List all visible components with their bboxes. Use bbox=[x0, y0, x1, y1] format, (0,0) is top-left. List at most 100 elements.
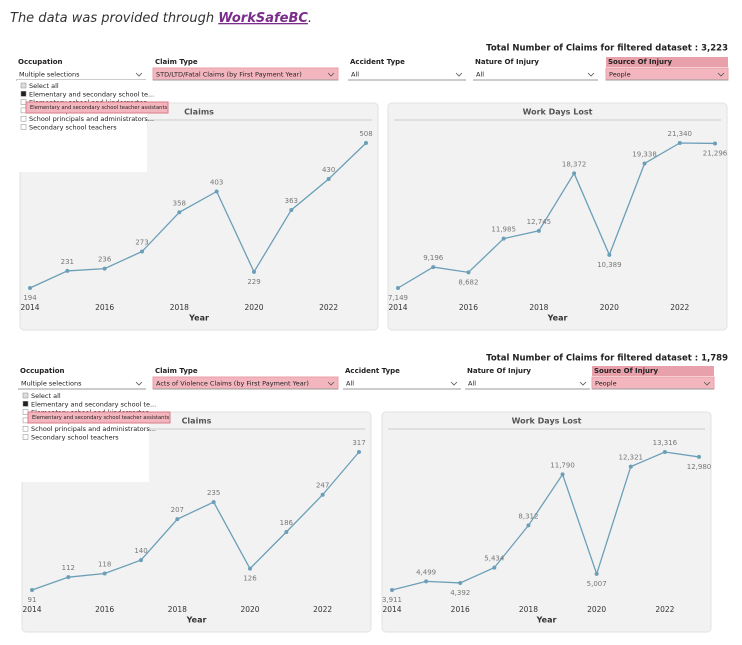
point bbox=[175, 517, 180, 522]
option[interactable]: Secondary school teachers bbox=[31, 434, 119, 442]
data-label: 317 bbox=[352, 439, 365, 447]
point bbox=[594, 571, 599, 576]
point bbox=[30, 588, 34, 592]
data-label: 11,790 bbox=[550, 461, 575, 469]
x-tick-label: 2016 bbox=[451, 605, 470, 614]
checkbox[interactable] bbox=[20, 99, 27, 105]
dropdown[interactable] bbox=[348, 68, 466, 80]
filter-label: Accident Type bbox=[350, 58, 405, 66]
point bbox=[139, 558, 143, 563]
chevron bbox=[579, 381, 587, 386]
point bbox=[66, 575, 71, 580]
intro-end: . bbox=[308, 11, 312, 26]
point bbox=[501, 236, 506, 241]
option[interactable]: Elementary and secondary school te... bbox=[31, 400, 156, 408]
x-tick-label: 2022 bbox=[313, 605, 332, 614]
x-tick-label: 2020 bbox=[240, 605, 259, 614]
dropdown[interactable] bbox=[16, 68, 146, 80]
filter-label: Claim Type bbox=[155, 367, 198, 375]
data-label: 112 bbox=[62, 564, 75, 572]
tooltip-bg bbox=[25, 101, 169, 114]
dropdown-value: All bbox=[351, 71, 359, 79]
checkbox[interactable] bbox=[22, 425, 29, 432]
x-tick-label: 2018 bbox=[529, 303, 548, 312]
data-label: 194 bbox=[23, 294, 37, 302]
line bbox=[391, 451, 700, 591]
checkbox[interactable] bbox=[22, 401, 29, 407]
x-tick-label: 2016 bbox=[95, 605, 114, 614]
option[interactable]: School principals and administrators... bbox=[29, 115, 154, 123]
dropdown[interactable] bbox=[473, 68, 598, 80]
point bbox=[424, 579, 429, 584]
chevron bbox=[717, 72, 725, 77]
data-label: 247 bbox=[316, 482, 329, 490]
dropdown-value: Acts of Violence Claims (by First Paymen… bbox=[156, 380, 309, 388]
point bbox=[214, 189, 219, 194]
option[interactable]: Select all bbox=[29, 82, 59, 90]
checkbox[interactable] bbox=[20, 124, 27, 130]
data-label: 12,745 bbox=[527, 218, 552, 226]
x-axis-title: Year bbox=[536, 616, 557, 625]
filter-label: Source Of Injury bbox=[594, 367, 658, 375]
x-tick-label: 2014 bbox=[382, 605, 401, 614]
option[interactable]: School principals and administrators... bbox=[31, 425, 156, 433]
point bbox=[560, 472, 565, 477]
data-label: 235 bbox=[207, 489, 220, 497]
option[interactable]: Select all bbox=[31, 392, 61, 400]
dropdown[interactable] bbox=[18, 377, 146, 389]
x-tick-label: 2018 bbox=[519, 605, 538, 614]
x-tick-label: 2022 bbox=[655, 605, 674, 614]
point bbox=[697, 454, 701, 459]
chart-title: Claims bbox=[182, 417, 212, 426]
chevron bbox=[450, 381, 458, 386]
data-label: 358 bbox=[173, 199, 186, 207]
intro-text: The data was provided through bbox=[10, 11, 218, 26]
dropdown[interactable] bbox=[343, 377, 461, 389]
option[interactable]: Secondary school teachers bbox=[29, 124, 117, 132]
data-label: 5,434 bbox=[484, 555, 505, 563]
tooltip: Elementary and secondary school teacher … bbox=[30, 105, 168, 111]
filter-label: Occupation bbox=[18, 58, 63, 66]
data-label: 91 bbox=[28, 596, 37, 604]
data-label: 13,316 bbox=[653, 439, 678, 447]
checkbox[interactable] bbox=[22, 392, 29, 399]
data-label: 12,321 bbox=[619, 454, 644, 462]
point bbox=[431, 265, 436, 270]
point bbox=[289, 207, 294, 212]
data-label: 231 bbox=[61, 258, 74, 266]
checkbox[interactable] bbox=[20, 91, 27, 97]
chevron bbox=[327, 72, 335, 77]
x-tick-label: 2022 bbox=[670, 303, 689, 312]
data-label: 236 bbox=[98, 256, 112, 264]
filter-label: Nature Of Injury bbox=[467, 367, 531, 375]
filter-label: Source Of Injury bbox=[608, 58, 672, 66]
options-list bbox=[17, 80, 147, 172]
intro: The data was provided through WorkSafeBC… bbox=[10, 11, 312, 26]
point bbox=[28, 286, 32, 290]
point bbox=[65, 268, 70, 273]
point bbox=[536, 228, 541, 233]
checkbox[interactable] bbox=[22, 409, 29, 415]
point bbox=[526, 523, 531, 528]
data-label: 508 bbox=[359, 130, 372, 138]
option[interactable]: Elementary and secondary school te... bbox=[29, 90, 154, 98]
checkbox[interactable] bbox=[20, 82, 27, 89]
point bbox=[102, 266, 107, 271]
data-label: 9,196 bbox=[423, 254, 444, 262]
line bbox=[397, 142, 716, 289]
checkbox[interactable] bbox=[20, 107, 27, 114]
data-label: 229 bbox=[247, 278, 260, 286]
x-tick-label: 2016 bbox=[459, 303, 478, 312]
dropdown-value: All bbox=[476, 71, 484, 79]
point bbox=[572, 171, 577, 176]
x-axis-title: Year bbox=[186, 616, 207, 625]
chevron bbox=[455, 72, 463, 77]
link[interactable]: WorkSafeBC bbox=[218, 11, 308, 26]
options-list bbox=[19, 390, 149, 482]
tooltip-bg bbox=[27, 411, 171, 424]
checkbox[interactable] bbox=[22, 417, 29, 424]
checkbox[interactable] bbox=[20, 115, 27, 122]
dropdown[interactable] bbox=[465, 377, 590, 389]
chart-title: Work Days Lost bbox=[523, 108, 593, 117]
checkbox[interactable] bbox=[22, 434, 29, 440]
